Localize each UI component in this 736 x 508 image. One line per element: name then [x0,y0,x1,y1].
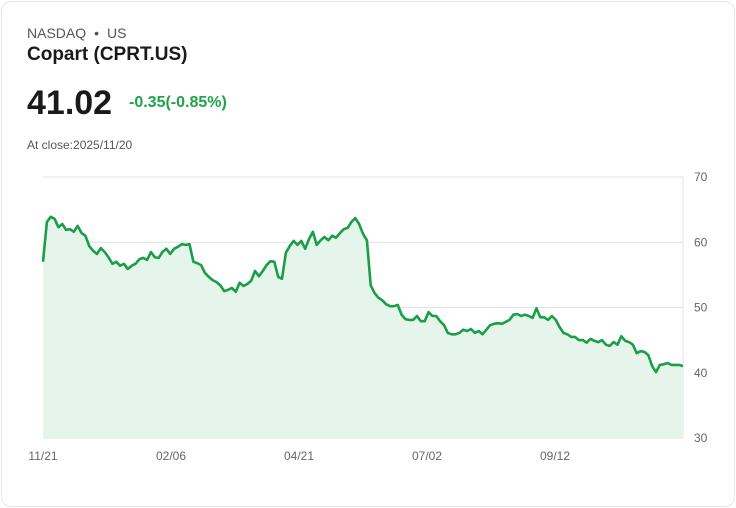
price-change: -0.35(-0.85%) [129,94,227,111]
region: US [107,25,127,41]
price-line [41,215,684,374]
area-fill [43,216,683,438]
y-tick-label: 30 [694,431,708,445]
y-tick-label: 40 [694,366,708,380]
stock-title: Copart (CPRT.US) [27,44,188,65]
x-tick-label: 11/21 [28,449,57,463]
close-date: At close:2025/11/20 [27,138,133,152]
y-tick-label: 60 [694,235,708,249]
x-tick-label: 02/06 [156,449,186,463]
separator: • [94,25,100,41]
x-tick-label: 07/02 [412,449,442,463]
price: 41.02 [27,84,113,122]
y-tick-label: 70 [694,170,708,184]
x-tick-label: 09/12 [540,449,570,463]
exchange: NASDAQ [27,25,87,41]
x-tick-label: 04/21 [284,449,314,463]
exchange-line: NASDAQ • US [27,25,126,41]
y-tick-label: 50 [694,301,708,315]
